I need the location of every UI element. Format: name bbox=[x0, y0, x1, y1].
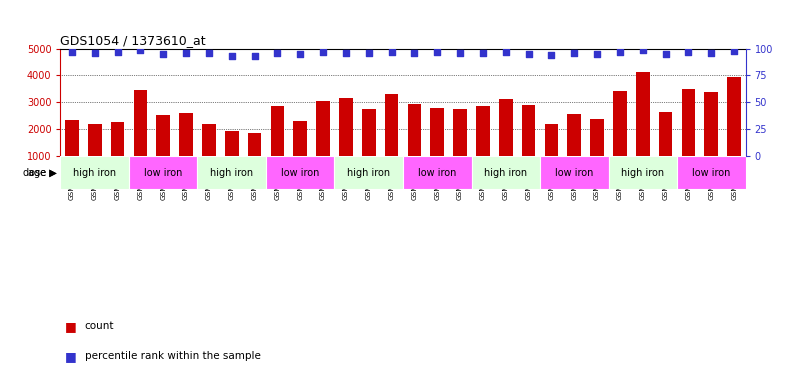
Text: 36 wk: 36 wk bbox=[660, 168, 694, 177]
Point bbox=[591, 51, 604, 57]
Text: high iron: high iron bbox=[484, 168, 527, 177]
Bar bbox=[545, 124, 559, 182]
Point bbox=[636, 47, 649, 53]
Bar bbox=[129, 156, 197, 189]
Point bbox=[88, 50, 101, 56]
Text: high iron: high iron bbox=[347, 168, 390, 177]
Bar bbox=[430, 108, 444, 182]
Point bbox=[567, 50, 580, 56]
Bar bbox=[362, 109, 376, 182]
Point bbox=[659, 51, 672, 57]
Bar bbox=[266, 156, 334, 189]
Bar bbox=[339, 99, 353, 182]
Point bbox=[317, 49, 330, 55]
Bar bbox=[334, 156, 472, 189]
Point bbox=[385, 49, 398, 55]
Bar bbox=[88, 124, 102, 182]
Bar bbox=[316, 101, 330, 182]
Bar bbox=[384, 94, 398, 182]
Text: ■: ■ bbox=[64, 350, 77, 363]
Point bbox=[111, 49, 124, 55]
Text: 12 wk: 12 wk bbox=[523, 168, 557, 177]
Text: 8 d: 8 d bbox=[120, 168, 138, 177]
Bar bbox=[271, 106, 285, 182]
Point bbox=[499, 49, 512, 55]
Bar bbox=[499, 99, 513, 182]
Point bbox=[704, 50, 717, 56]
Bar bbox=[134, 90, 147, 182]
Bar bbox=[476, 106, 490, 182]
Point bbox=[430, 49, 443, 55]
Bar bbox=[727, 77, 741, 182]
Bar bbox=[453, 109, 467, 182]
Bar bbox=[472, 156, 540, 189]
Point bbox=[545, 52, 558, 58]
Point bbox=[728, 48, 741, 54]
Point bbox=[454, 50, 467, 56]
Bar bbox=[659, 112, 672, 182]
Bar bbox=[403, 156, 472, 189]
Bar bbox=[247, 133, 261, 182]
Text: low iron: low iron bbox=[418, 168, 456, 177]
Point bbox=[522, 51, 535, 57]
Bar bbox=[156, 115, 170, 182]
Point bbox=[156, 51, 169, 57]
Bar bbox=[704, 92, 718, 182]
Text: high iron: high iron bbox=[621, 168, 664, 177]
Bar bbox=[225, 130, 239, 182]
Text: low iron: low iron bbox=[144, 168, 182, 177]
Bar bbox=[540, 156, 609, 189]
Text: low iron: low iron bbox=[281, 168, 319, 177]
Point bbox=[271, 50, 284, 56]
Bar bbox=[590, 119, 604, 182]
Bar bbox=[521, 105, 535, 182]
Bar bbox=[110, 122, 124, 182]
Point bbox=[613, 49, 626, 55]
Text: ■: ■ bbox=[64, 320, 77, 333]
Bar bbox=[472, 156, 609, 189]
Bar bbox=[609, 156, 746, 189]
Bar bbox=[334, 156, 403, 189]
Bar bbox=[60, 156, 129, 189]
Bar bbox=[197, 156, 334, 189]
Point bbox=[339, 50, 352, 56]
Text: percentile rank within the sample: percentile rank within the sample bbox=[85, 351, 260, 361]
Text: high iron: high iron bbox=[73, 168, 116, 177]
Bar bbox=[60, 156, 197, 189]
Text: 6 wk: 6 wk bbox=[390, 168, 416, 177]
Point bbox=[682, 49, 695, 55]
Point bbox=[134, 47, 147, 53]
Bar bbox=[293, 122, 307, 182]
Point bbox=[476, 50, 489, 56]
Bar bbox=[682, 89, 696, 182]
Point bbox=[180, 50, 193, 56]
Text: low iron: low iron bbox=[555, 168, 593, 177]
Text: count: count bbox=[85, 321, 114, 331]
Bar bbox=[408, 104, 422, 182]
Bar bbox=[567, 114, 581, 182]
Point bbox=[225, 53, 239, 59]
Bar bbox=[197, 156, 266, 189]
Point bbox=[65, 49, 78, 55]
Text: high iron: high iron bbox=[210, 168, 253, 177]
Point bbox=[362, 50, 375, 56]
Text: dose ▶: dose ▶ bbox=[23, 168, 56, 177]
Bar bbox=[202, 124, 216, 182]
Text: GDS1054 / 1373610_at: GDS1054 / 1373610_at bbox=[60, 34, 206, 47]
Point bbox=[293, 51, 306, 57]
Bar bbox=[65, 120, 79, 182]
Bar bbox=[636, 72, 650, 182]
Bar bbox=[677, 156, 746, 189]
Bar bbox=[179, 113, 193, 182]
Point bbox=[248, 53, 261, 59]
Point bbox=[408, 50, 421, 56]
Bar bbox=[609, 156, 677, 189]
Bar bbox=[613, 91, 627, 182]
Text: 21 d: 21 d bbox=[254, 168, 278, 177]
Text: age ▶: age ▶ bbox=[27, 168, 56, 177]
Point bbox=[202, 50, 215, 56]
Text: low iron: low iron bbox=[692, 168, 730, 177]
